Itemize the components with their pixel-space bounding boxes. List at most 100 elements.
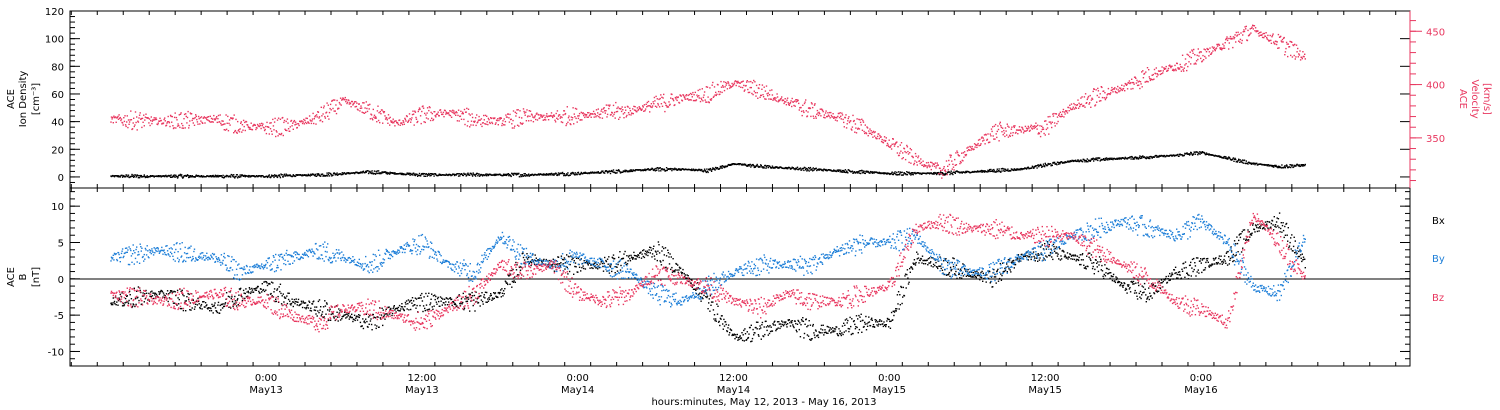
data-point <box>710 169 712 171</box>
data-point <box>221 176 224 179</box>
data-point <box>269 283 271 285</box>
data-point <box>217 114 220 117</box>
data-point <box>499 291 501 294</box>
data-point <box>327 173 329 176</box>
data-point <box>1042 165 1044 168</box>
data-point <box>481 125 483 128</box>
data-point <box>703 168 706 170</box>
data-point <box>408 173 410 175</box>
data-point <box>335 315 337 318</box>
data-point <box>844 169 847 171</box>
data-point <box>125 125 127 128</box>
data-point <box>1266 37 1268 39</box>
data-point <box>688 99 690 101</box>
data-point <box>186 175 188 177</box>
data-point <box>862 119 864 122</box>
data-point <box>743 163 745 165</box>
data-point <box>773 98 775 100</box>
data-point <box>182 124 184 127</box>
data-point <box>1052 113 1054 115</box>
data-point <box>832 170 834 172</box>
data-point <box>932 173 934 175</box>
data-point <box>907 150 909 153</box>
data-point <box>754 81 756 83</box>
data-point <box>811 103 813 105</box>
data-point <box>386 313 388 315</box>
data-point <box>998 140 1000 142</box>
data-point <box>823 116 825 119</box>
data-point <box>199 117 202 119</box>
data-point <box>563 174 565 177</box>
data-point <box>681 100 684 102</box>
data-point <box>475 124 477 127</box>
data-point <box>349 315 352 317</box>
data-point <box>319 309 321 311</box>
data-point <box>898 174 900 176</box>
data-point <box>817 114 820 117</box>
data-point <box>655 95 657 98</box>
data-point <box>509 174 511 176</box>
data-point <box>995 133 997 135</box>
data-point <box>699 100 702 103</box>
data-point <box>605 259 607 262</box>
data-point <box>1200 57 1202 60</box>
data-point <box>983 171 986 173</box>
data-point <box>257 175 259 178</box>
data-point <box>382 324 384 327</box>
data-point <box>300 121 302 123</box>
data-point <box>1089 94 1091 97</box>
data-point <box>1051 126 1053 129</box>
data-point <box>545 258 547 261</box>
data-point <box>113 115 115 117</box>
data-point <box>885 139 887 142</box>
data-point <box>277 295 279 298</box>
data-point <box>367 316 370 318</box>
data-point <box>520 123 522 125</box>
data-point <box>1158 155 1160 158</box>
data-point <box>188 124 190 127</box>
data-point <box>495 122 497 124</box>
data-point <box>745 84 747 87</box>
data-point <box>589 267 591 269</box>
data-point <box>405 120 407 122</box>
data-point <box>698 95 700 97</box>
data-point <box>795 99 797 101</box>
data-point <box>626 255 628 257</box>
data-point <box>825 110 827 112</box>
data-point <box>893 143 895 145</box>
data-point <box>613 113 615 116</box>
data-point <box>401 306 404 308</box>
data-point <box>170 115 172 118</box>
data-point <box>203 116 206 118</box>
data-point <box>598 115 600 118</box>
data-point <box>1039 125 1041 127</box>
data-point <box>1033 167 1035 169</box>
data-point <box>344 96 346 99</box>
data-point <box>616 172 618 174</box>
data-point <box>612 169 615 171</box>
data-point <box>1079 160 1081 163</box>
data-point <box>1074 106 1077 109</box>
data-point <box>1142 77 1145 79</box>
data-point <box>987 170 990 173</box>
data-point <box>294 300 297 303</box>
data-point <box>199 307 202 310</box>
data-point <box>817 112 819 114</box>
data-point <box>444 109 446 112</box>
data-point <box>251 287 253 290</box>
data-point <box>1002 168 1004 170</box>
data-point <box>1096 94 1098 97</box>
data-point <box>1237 160 1239 162</box>
data-point <box>1032 166 1034 168</box>
data-point <box>554 173 556 175</box>
data-point <box>304 121 307 124</box>
data-point <box>751 92 753 95</box>
data-point <box>523 112 526 114</box>
data-point <box>188 176 190 179</box>
data-point <box>212 121 214 123</box>
data-point <box>1083 96 1086 98</box>
data-point <box>474 117 477 119</box>
data-point <box>1079 104 1081 106</box>
data-point <box>325 111 328 113</box>
data-point <box>1266 165 1268 167</box>
